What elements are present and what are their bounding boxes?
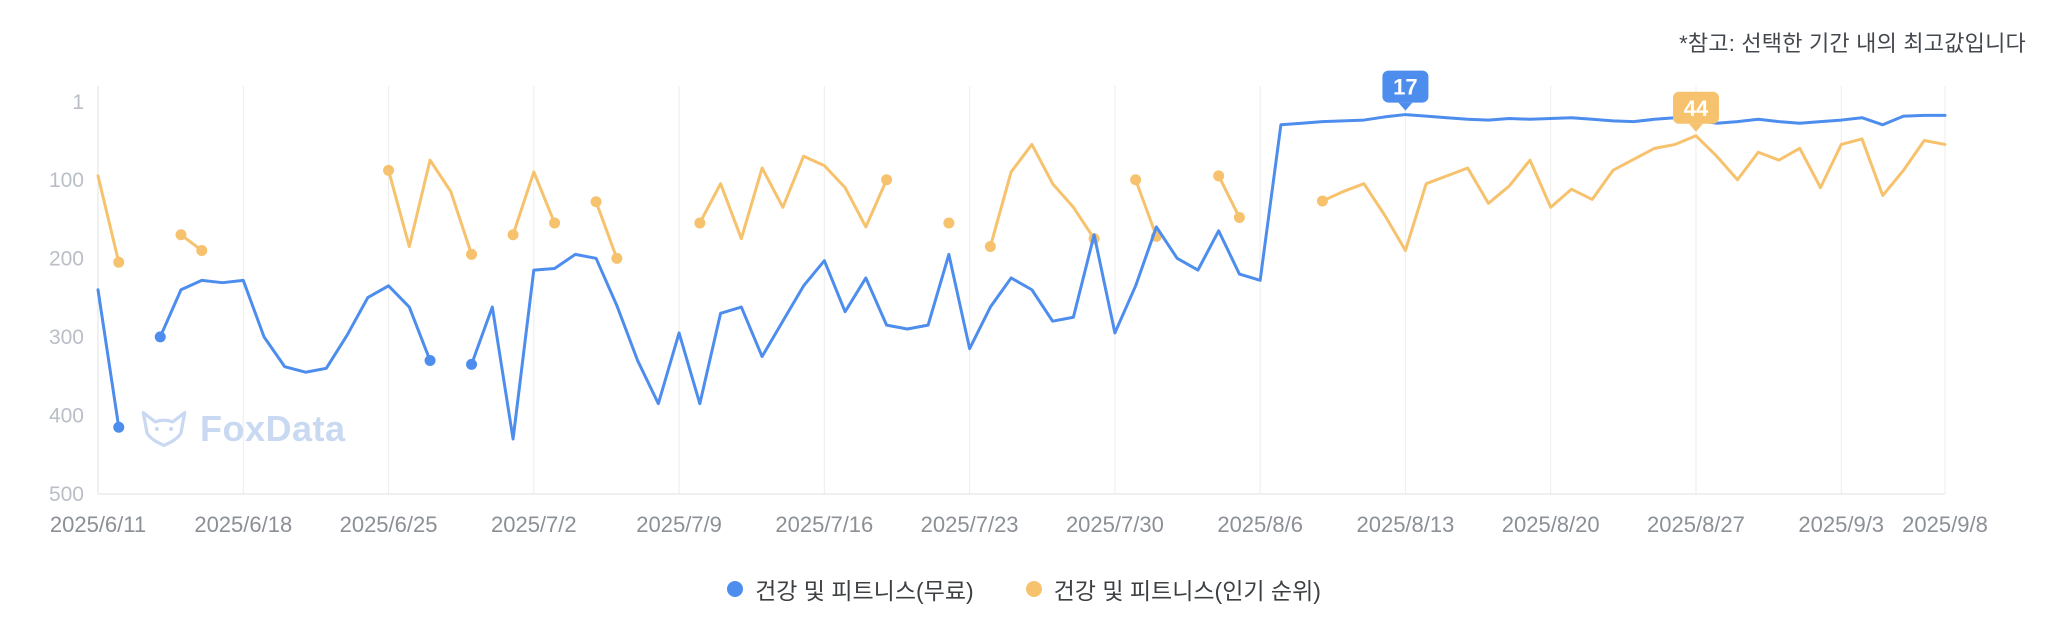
x-axis-tick-label: 2025/7/23 xyxy=(921,512,1019,537)
data-point-dot xyxy=(1130,174,1142,186)
series-line-1 xyxy=(1217,174,1241,219)
x-axis-tick-label: 2025/8/20 xyxy=(1502,512,1600,537)
series-line-1 xyxy=(511,170,557,237)
y-axis-tick-label: 400 xyxy=(49,404,84,427)
data-point-dot xyxy=(549,217,561,229)
tooltip-badge-value: 44 xyxy=(1684,96,1709,121)
tooltip-pointer xyxy=(1398,102,1413,111)
x-axis-tick-label: 2025/6/25 xyxy=(340,512,438,537)
series-line-1 xyxy=(1134,178,1158,238)
data-point-dot xyxy=(590,196,602,208)
y-axis-tick-label: 300 xyxy=(49,326,84,349)
x-axis-tick-label: 2025/8/13 xyxy=(1356,512,1454,537)
x-axis-tick-label: 2025/8/27 xyxy=(1647,512,1745,537)
y-axis-tick-label: 500 xyxy=(49,483,84,506)
series-line-1 xyxy=(387,158,474,256)
data-point-dot xyxy=(1233,211,1245,223)
data-point-dot xyxy=(154,331,166,343)
legend-marker-blue-icon xyxy=(727,581,744,597)
data-point-dot xyxy=(1316,195,1328,207)
data-point-dot xyxy=(113,421,125,433)
data-point-dot xyxy=(466,248,478,260)
y-axis-tick-label: 1 xyxy=(72,91,84,114)
data-point-dot xyxy=(694,217,706,229)
x-axis-tick-label: 2025/9/8 xyxy=(1902,512,1988,537)
data-point-dot xyxy=(196,244,208,256)
legend-label-popularity: 건강 및 피트니스(인기 순위) xyxy=(1053,578,1321,604)
data-point-dot xyxy=(424,354,436,366)
x-axis-tick-label: 2025/8/6 xyxy=(1217,512,1303,537)
data-point-dot xyxy=(383,164,395,176)
data-point-dot xyxy=(113,256,125,268)
legend-item-popularity[interactable]: 건강 및 피트니스(인기 순위) xyxy=(1025,572,1321,606)
series-line-0 xyxy=(158,278,432,374)
tooltip-badge xyxy=(1672,91,1719,124)
y-axis-tick-label: 100 xyxy=(49,169,84,192)
data-point-dot xyxy=(175,229,187,241)
x-axis-tick-label: 2025/7/2 xyxy=(491,512,577,537)
data-point-dot xyxy=(881,174,893,186)
tooltip-badge xyxy=(1382,70,1429,103)
x-axis-tick-label: 2025/6/11 xyxy=(50,512,146,537)
series-line-0 xyxy=(96,288,121,429)
legend-label-free: 건강 및 피트니스(무료) xyxy=(755,578,974,604)
y-axis-tick-label: 200 xyxy=(49,247,84,270)
legend-item-free[interactable]: 건강 및 피트니스(무료) xyxy=(727,572,974,606)
tooltip-pointer xyxy=(1688,123,1703,132)
chart-legend: 건강 및 피트니스(무료) 건강 및 피트니스(인기 순위) xyxy=(0,572,2048,606)
data-point-dot xyxy=(466,358,478,370)
data-point-dot xyxy=(984,241,996,253)
x-axis-tick-label: 2025/7/9 xyxy=(636,512,722,537)
series-line-1 xyxy=(1320,134,1947,252)
x-axis-tick-label: 2025/7/30 xyxy=(1066,512,1164,537)
data-point-dot xyxy=(611,252,623,264)
tooltip-badge-value: 17 xyxy=(1393,75,1417,100)
series-line-1 xyxy=(96,174,121,264)
chart-note: *참고: 선택한 기간 내의 최고값입니다 xyxy=(1679,31,2026,56)
series-line-1 xyxy=(594,200,619,260)
x-axis-tick-label: 2025/9/3 xyxy=(1798,512,1884,537)
series-line-1 xyxy=(988,142,1096,249)
x-axis-tick-label: 2025/7/16 xyxy=(775,512,873,537)
data-point-dot xyxy=(943,217,955,229)
data-point-dot xyxy=(507,229,519,241)
x-axis-tick-label: 2025/6/18 xyxy=(194,512,292,537)
legend-marker-orange-icon xyxy=(1025,581,1042,597)
series-line-1 xyxy=(698,154,889,241)
data-point-dot xyxy=(1213,170,1225,182)
